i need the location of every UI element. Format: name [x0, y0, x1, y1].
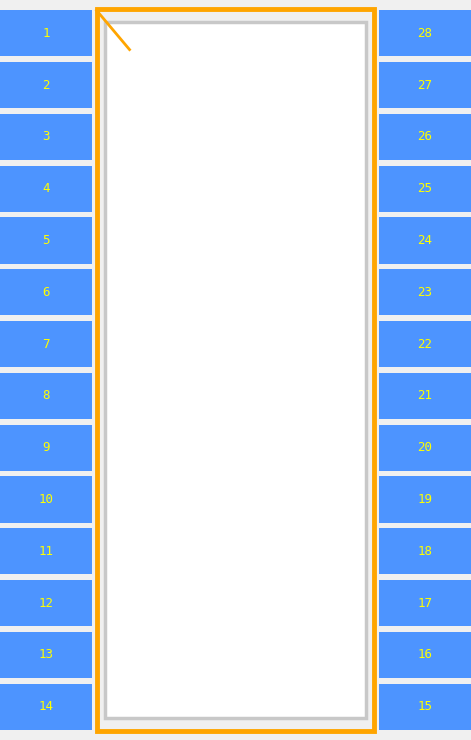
Text: 3: 3	[42, 130, 49, 144]
Text: 12: 12	[39, 596, 53, 610]
Bar	[0, 632, 92, 678]
Text: 16: 16	[418, 648, 432, 662]
Text: 5: 5	[42, 234, 49, 247]
Text: 13: 13	[39, 648, 53, 662]
Text: 20: 20	[418, 441, 432, 454]
Text: 6: 6	[42, 286, 49, 299]
Text: 23: 23	[418, 286, 432, 299]
Bar	[0, 62, 92, 108]
Bar	[0, 269, 92, 315]
Bar	[0, 425, 92, 471]
Text: 25: 25	[418, 182, 432, 195]
Bar	[0, 477, 92, 522]
Bar	[379, 321, 471, 367]
Text: 15: 15	[418, 700, 432, 713]
Text: 17: 17	[418, 596, 432, 610]
Bar	[97, 9, 374, 731]
Bar	[0, 580, 92, 626]
Bar	[0, 684, 92, 730]
Bar	[379, 632, 471, 678]
Text: 19: 19	[418, 493, 432, 506]
Bar	[0, 321, 92, 367]
Text: 2: 2	[42, 78, 49, 92]
Bar	[105, 22, 366, 718]
Text: 11: 11	[39, 545, 53, 558]
Text: 9: 9	[42, 441, 49, 454]
Bar	[379, 425, 471, 471]
Text: 28: 28	[418, 27, 432, 40]
Bar	[0, 166, 92, 212]
Text: 4: 4	[42, 182, 49, 195]
Bar	[379, 218, 471, 263]
Bar	[379, 528, 471, 574]
Text: 14: 14	[39, 700, 53, 713]
Bar	[0, 114, 92, 160]
Bar	[379, 477, 471, 522]
Bar	[0, 218, 92, 263]
Bar	[0, 528, 92, 574]
Bar	[379, 269, 471, 315]
Text: 22: 22	[418, 337, 432, 351]
Text: 24: 24	[418, 234, 432, 247]
Text: 8: 8	[42, 389, 49, 403]
Bar	[379, 580, 471, 626]
Bar	[379, 114, 471, 160]
Bar	[0, 10, 92, 56]
Text: 26: 26	[418, 130, 432, 144]
Text: 27: 27	[418, 78, 432, 92]
Bar	[379, 10, 471, 56]
Bar	[0, 373, 92, 419]
Text: 10: 10	[39, 493, 53, 506]
Text: 21: 21	[418, 389, 432, 403]
Text: 18: 18	[418, 545, 432, 558]
Bar	[379, 684, 471, 730]
Bar	[379, 373, 471, 419]
Bar	[379, 62, 471, 108]
Text: 7: 7	[42, 337, 49, 351]
Bar	[379, 166, 471, 212]
Text: 1: 1	[42, 27, 49, 40]
